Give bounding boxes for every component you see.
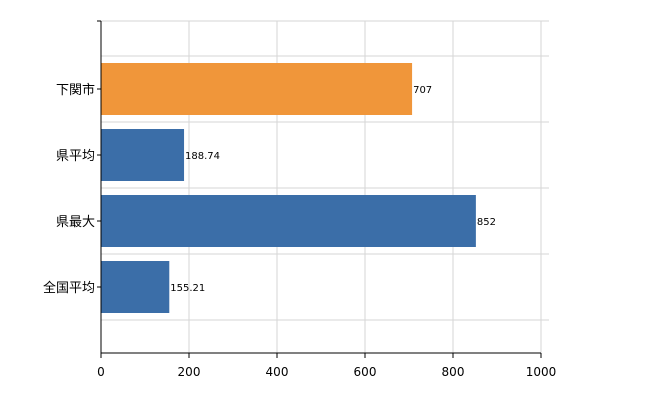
data-label: 852 — [477, 217, 496, 228]
bars — [101, 63, 476, 313]
bar-4 — [101, 261, 170, 313]
category-label: 県最大 — [56, 215, 95, 230]
x-tick-label: 400 — [266, 365, 289, 379]
bar-3 — [101, 195, 476, 247]
x-tick-label: 600 — [354, 365, 377, 379]
data-label: 707 — [413, 85, 432, 96]
x-tick-label: 800 — [442, 365, 465, 379]
category-label: 全国平均 — [43, 280, 95, 296]
data-label: 188.74 — [185, 151, 220, 162]
axes — [100, 21, 541, 354]
x-tick-label: 0 — [97, 365, 105, 379]
x-tick-label: 200 — [178, 365, 201, 379]
category-label: 県平均 — [56, 149, 95, 164]
gridlines — [101, 20, 549, 353]
x-tick-label: 1000 — [526, 365, 557, 379]
ticks — [97, 20, 542, 358]
data-label: 155.21 — [170, 283, 205, 294]
bar-2 — [101, 129, 185, 181]
labels: 707 下関市 188.74 県平均 852 県最大 155.21 全国平均 0 200 400 60… — [43, 82, 556, 379]
category-label: 下関市 — [56, 82, 95, 98]
bar-1 — [101, 63, 413, 115]
